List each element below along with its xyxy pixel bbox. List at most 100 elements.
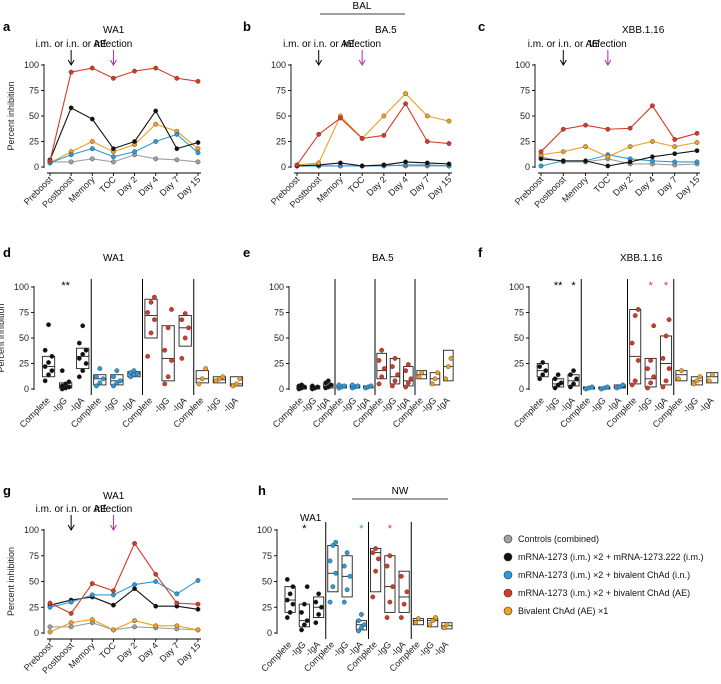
data-point bbox=[195, 159, 201, 165]
data-point bbox=[284, 597, 290, 603]
data-point bbox=[174, 75, 180, 81]
panel-title: WA1 bbox=[103, 253, 125, 264]
legend-swatch bbox=[503, 534, 513, 544]
data-point bbox=[571, 381, 576, 387]
y-tick-label: 50 bbox=[262, 577, 272, 587]
x-tick-label: Day 15 bbox=[674, 174, 701, 201]
data-point bbox=[153, 571, 159, 577]
data-point bbox=[651, 374, 657, 380]
data-point bbox=[83, 361, 89, 366]
data-point bbox=[290, 584, 296, 590]
panel-label: b bbox=[243, 19, 251, 34]
x-tick-label: -IgG bbox=[50, 395, 69, 414]
data-point bbox=[330, 584, 336, 590]
data-point bbox=[80, 351, 86, 357]
y-tick-label: 75 bbox=[520, 86, 530, 96]
significance-marker: * bbox=[302, 523, 307, 535]
data-point bbox=[405, 380, 411, 386]
data-point bbox=[373, 568, 379, 574]
data-point bbox=[287, 591, 293, 597]
data-point bbox=[182, 311, 188, 316]
box: -IgA bbox=[67, 323, 90, 414]
data-point bbox=[328, 382, 334, 388]
data-point bbox=[315, 384, 321, 390]
legend-label: Bivalent ChAd (AE) ×1 bbox=[518, 606, 608, 616]
box-rect bbox=[629, 308, 642, 385]
data-point bbox=[666, 317, 672, 323]
data-point bbox=[650, 158, 655, 164]
data-point bbox=[152, 317, 157, 323]
data-point bbox=[195, 606, 201, 612]
data-point bbox=[651, 323, 657, 329]
data-point bbox=[341, 563, 347, 569]
data-point bbox=[153, 603, 159, 609]
data-point bbox=[68, 624, 74, 630]
data-point bbox=[379, 374, 385, 380]
data-point bbox=[560, 149, 566, 155]
box-rect bbox=[195, 370, 209, 384]
x-tick-label: Complete bbox=[271, 395, 305, 429]
data-point bbox=[666, 366, 672, 371]
box: Complete bbox=[69, 366, 107, 430]
data-point bbox=[444, 622, 450, 628]
data-point bbox=[404, 589, 410, 595]
series-line bbox=[49, 588, 199, 610]
data-point bbox=[174, 146, 180, 152]
panel-d: d WA1 0 25 50 75 100 Percent inhibition Complete… bbox=[0, 245, 244, 430]
significance-marker: * bbox=[571, 280, 576, 292]
data-point bbox=[290, 601, 296, 607]
series-line bbox=[540, 104, 698, 153]
data-point bbox=[384, 563, 390, 569]
data-point bbox=[299, 382, 305, 388]
data-point bbox=[299, 627, 304, 633]
data-point bbox=[327, 558, 333, 564]
data-point bbox=[169, 307, 174, 312]
significance-marker: ** bbox=[554, 280, 563, 292]
panel-label: d bbox=[3, 245, 11, 260]
series-line bbox=[49, 542, 199, 615]
y-tick-label: 0 bbox=[525, 162, 530, 172]
infection-arrow-head bbox=[110, 524, 117, 531]
data-point bbox=[358, 625, 364, 631]
x-tick-label: Complete bbox=[18, 395, 52, 429]
data-point bbox=[47, 624, 53, 630]
bal-header: BAL bbox=[320, 1, 405, 15]
data-point bbox=[663, 378, 669, 384]
data-point bbox=[413, 620, 418, 626]
x-tick-label: Day 4 bbox=[136, 174, 160, 198]
x-tick-label: Day 2 bbox=[611, 174, 635, 198]
data-point bbox=[347, 573, 353, 579]
data-point bbox=[395, 372, 401, 378]
data-point bbox=[632, 378, 638, 384]
data-point bbox=[648, 358, 654, 363]
data-point bbox=[195, 146, 201, 152]
series-line bbox=[50, 154, 199, 163]
data-point bbox=[691, 381, 697, 387]
data-point bbox=[376, 358, 382, 363]
y-tick-label: 0 bbox=[34, 162, 39, 172]
data-point bbox=[309, 383, 315, 389]
data-point bbox=[49, 353, 55, 359]
box: *-IgG bbox=[374, 523, 396, 659]
x-tick-label: TOC bbox=[346, 174, 367, 195]
series-line bbox=[296, 161, 450, 167]
data-point bbox=[571, 368, 576, 374]
data-point bbox=[645, 366, 650, 371]
data-point bbox=[336, 382, 342, 388]
series-bivalent bbox=[294, 91, 452, 168]
x-tick-label: Day 2 bbox=[365, 174, 389, 198]
data-point bbox=[620, 382, 626, 388]
x-tick-label: -IgG bbox=[681, 395, 700, 414]
data-point bbox=[132, 582, 137, 587]
box: *-IgG bbox=[288, 523, 310, 659]
data-point bbox=[195, 627, 201, 633]
data-point bbox=[381, 162, 387, 168]
data-point bbox=[552, 385, 558, 391]
series-line bbox=[49, 619, 199, 633]
data-point bbox=[153, 623, 159, 629]
data-point bbox=[196, 381, 202, 387]
y-tick-label: 50 bbox=[29, 577, 39, 587]
data-point bbox=[381, 132, 387, 138]
